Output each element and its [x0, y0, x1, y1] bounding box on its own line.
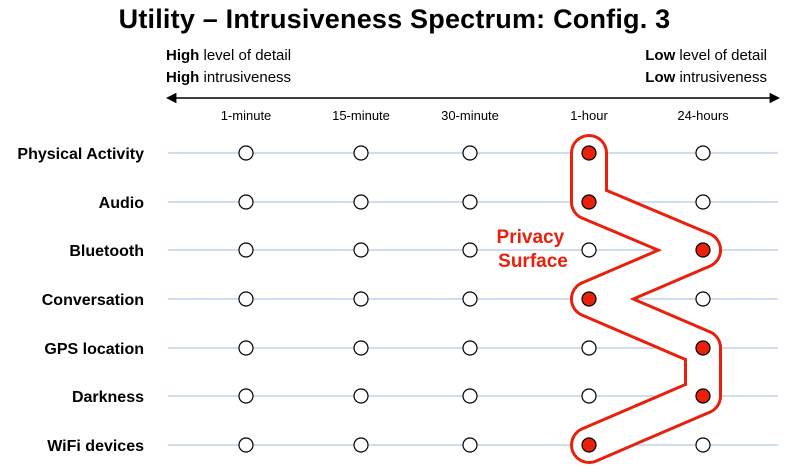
- option-dot-audio-24-hours: [695, 194, 711, 210]
- option-dot-conversation-1-minute: [238, 291, 254, 307]
- option-dot-darkness-1-minute: [238, 388, 254, 404]
- option-dot-gps-location-15-minute: [353, 340, 369, 356]
- row-label-audio: Audio: [99, 195, 145, 212]
- option-dot-physical-activity-24-hours: [695, 145, 711, 161]
- option-dot-bluetooth-1-minute: [238, 242, 254, 258]
- row-label-gps-location: GPS location: [44, 341, 144, 358]
- column-label-1-minute: 1-minute: [221, 108, 272, 123]
- column-label-1-hour: 1-hour: [570, 108, 608, 123]
- privacy-label-line2: Surface: [498, 251, 568, 272]
- selected-dot-audio-1-hour: [581, 194, 597, 210]
- option-dot-gps-location-30-minute: [462, 340, 478, 356]
- option-dot-conversation-15-minute: [353, 291, 369, 307]
- selected-dot-conversation-1-hour: [581, 291, 597, 307]
- row-label-wifi-devices: WiFi devices: [47, 438, 144, 455]
- row-label-physical-activity: Physical Activity: [17, 146, 144, 163]
- low-intrusiveness-line: Low intrusiveness: [645, 69, 767, 86]
- surface-segment-inner: [573, 380, 719, 461]
- selected-dot-darkness-24-hours: [695, 388, 711, 404]
- option-dot-bluetooth-15-minute: [353, 242, 369, 258]
- option-dot-wifi-devices-1-minute: [238, 437, 254, 453]
- privacy-surface-outline: [570, 134, 722, 464]
- low-detail-note: Low level of detail Low intrusiveness: [645, 45, 767, 89]
- high-detail-note: High level of detail High intrusiveness: [166, 45, 291, 89]
- option-dot-darkness-1-hour: [581, 388, 597, 404]
- selected-dot-bluetooth-24-hours: [695, 242, 711, 258]
- privacy-label-line1: Privacy: [497, 227, 565, 248]
- column-label-24-hours: 24-hours: [677, 108, 729, 123]
- option-dot-physical-activity-15-minute: [353, 145, 369, 161]
- option-dot-wifi-devices-15-minute: [353, 437, 369, 453]
- option-dot-physical-activity-30-minute: [462, 145, 478, 161]
- option-dot-bluetooth-30-minute: [462, 242, 478, 258]
- option-dot-darkness-30-minute: [462, 388, 478, 404]
- option-dot-bluetooth-1-hour: [581, 242, 597, 258]
- option-dot-audio-1-minute: [238, 194, 254, 210]
- row-label-bluetooth: Bluetooth: [69, 243, 144, 260]
- option-dots: [238, 145, 711, 453]
- option-dot-audio-15-minute: [353, 194, 369, 210]
- high-detail-line: High level of detail: [166, 47, 292, 64]
- option-dot-conversation-24-hours: [695, 291, 711, 307]
- selected-dot-wifi-devices-1-hour: [581, 437, 597, 453]
- option-dot-darkness-15-minute: [353, 388, 369, 404]
- high-intrusiveness-line: High intrusiveness: [166, 69, 292, 86]
- column-label-30-minute: 30-minute: [441, 108, 499, 123]
- low-detail-line: Low level of detail: [645, 47, 767, 64]
- row-label-darkness: Darkness: [72, 389, 144, 406]
- option-dot-audio-30-minute: [462, 194, 478, 210]
- selected-dot-physical-activity-1-hour: [581, 145, 597, 161]
- column-labels: 1-minute 15-minute 30-minute 1-hour 24-hours: [221, 108, 729, 123]
- option-dot-conversation-30-minute: [462, 291, 478, 307]
- row-labels: Physical Activity Audio Bluetooth Conversat…: [17, 146, 144, 455]
- column-label-15-minute: 15-minute: [332, 108, 390, 123]
- option-dot-wifi-devices-24-hours: [695, 437, 711, 453]
- option-dot-physical-activity-1-minute: [238, 145, 254, 161]
- option-dot-wifi-devices-30-minute: [462, 437, 478, 453]
- row-label-conversation: Conversation: [42, 292, 144, 309]
- privacy-surface-label: Privacy Surface: [497, 227, 570, 272]
- diagram-title: Utility – Intrusiveness Spectrum: Config…: [118, 4, 671, 34]
- option-dot-gps-location-1-hour: [581, 340, 597, 356]
- option-dot-gps-location-1-minute: [238, 340, 254, 356]
- surface-segment-inner: [573, 283, 719, 364]
- selected-dot-gps-location-24-hours: [695, 340, 711, 356]
